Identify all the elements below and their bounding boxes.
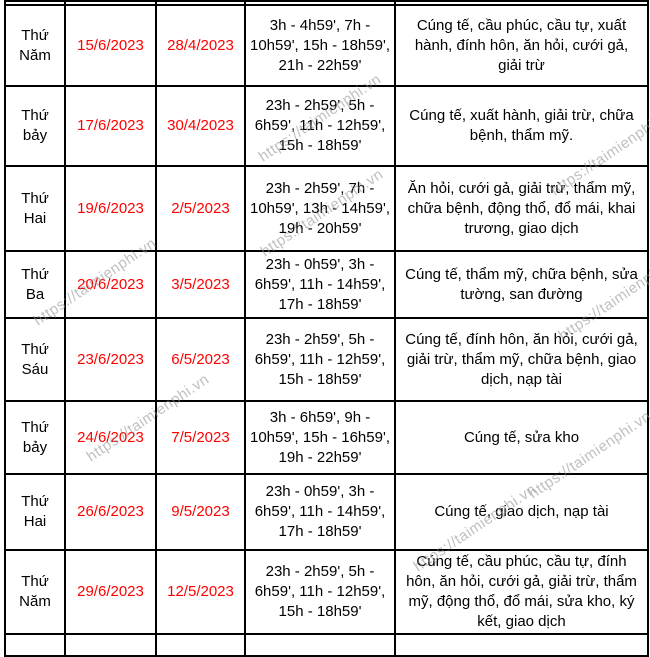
day-cell: Thứ Hai <box>4 165 66 252</box>
table-row: Thứ Ba 20/6/2023 3/5/2023 23h - 0h59', 3h -… <box>4 250 649 319</box>
empty-cell <box>64 633 157 657</box>
solar-date-cell: 29/6/2023 <box>64 549 157 635</box>
day-cell: Thứ Ba <box>4 250 66 319</box>
day-cell: Thứ Sáu <box>4 317 66 402</box>
lunar-date-cell: 28/4/2023 <box>155 4 246 87</box>
hours-cell: 23h - 2h59', 5h - 6h59', 11h - 12h59', 1… <box>244 85 396 167</box>
lunar-date-cell: 7/5/2023 <box>155 400 246 475</box>
table-row: Thứ bảy 24/6/2023 7/5/2023 3h - 6h59', 9h -… <box>4 400 649 475</box>
table-row: Thứ Hai 19/6/2023 2/5/2023 23h - 2h59', 7h … <box>4 165 649 252</box>
activities-cell: Cúng tế, giao dịch, nạp tài <box>394 473 649 551</box>
activities-cell: Ăn hỏi, cưới gả, giải trừ, thẩm mỹ, chữa… <box>394 165 649 252</box>
solar-date-cell: 24/6/2023 <box>64 400 157 475</box>
table-row: Thứ Sáu 23/6/2023 6/5/2023 23h - 2h59', 5h … <box>4 317 649 402</box>
lunar-date-cell: 30/4/2023 <box>155 85 246 167</box>
empty-cell <box>64 0 157 6</box>
solar-date-cell: 26/6/2023 <box>64 473 157 551</box>
day-cell: Thứ bảy <box>4 400 66 475</box>
table-row: Thứ Hai 26/6/2023 9/5/2023 23h - 0h59', 3h … <box>4 473 649 551</box>
table-row: Thứ Năm 29/6/2023 12/5/2023 23h - 2h59', 5h… <box>4 549 649 635</box>
empty-cell <box>394 0 649 6</box>
hours-cell: 23h - 0h59', 3h - 6h59', 11h - 14h59', 1… <box>244 473 396 551</box>
partial-row-bottom <box>4 633 649 657</box>
solar-date-cell: 15/6/2023 <box>64 4 157 87</box>
lunar-date-cell: 6/5/2023 <box>155 317 246 402</box>
hours-cell: 23h - 2h59', 5h - 6h59', 11h - 12h59', 1… <box>244 549 396 635</box>
day-cell: Thứ Năm <box>4 4 66 87</box>
solar-date-cell: 23/6/2023 <box>64 317 157 402</box>
empty-cell <box>244 633 396 657</box>
day-cell: Thứ Hai <box>4 473 66 551</box>
empty-cell <box>155 0 246 6</box>
empty-cell <box>155 633 246 657</box>
solar-date-cell: 20/6/2023 <box>64 250 157 319</box>
table-row: Thứ bảy 17/6/2023 30/4/2023 23h - 2h59', 5h… <box>4 85 649 167</box>
empty-cell <box>394 633 649 657</box>
empty-cell <box>4 0 66 6</box>
hours-cell: 23h - 0h59', 3h - 6h59', 11h - 14h59', 1… <box>244 250 396 319</box>
activities-cell: Cúng tế, cầu phúc, cầu tự, đính hôn, ăn … <box>394 549 649 635</box>
hours-cell: 23h - 2h59', 5h - 6h59', 11h - 12h59', 1… <box>244 317 396 402</box>
activities-cell: Cúng tế, đính hôn, ăn hỏi, cưới gả, giải… <box>394 317 649 402</box>
partial-row-top <box>4 0 649 6</box>
empty-cell <box>244 0 396 6</box>
activities-cell: Cúng tế, xuất hành, giải trừ, chữa bệnh,… <box>394 85 649 167</box>
hours-cell: 23h - 2h59', 7h - 10h59', 13h - 14h59', … <box>244 165 396 252</box>
activities-cell: Cúng tế, cầu phúc, cầu tự, xuất hành, đí… <box>394 4 649 87</box>
lunar-date-cell: 12/5/2023 <box>155 549 246 635</box>
lucky-days-table: Thứ Năm 15/6/2023 28/4/2023 3h - 4h59', 7h … <box>4 0 649 657</box>
table-row: Thứ Năm 15/6/2023 28/4/2023 3h - 4h59', 7h … <box>4 4 649 87</box>
lunar-date-cell: 9/5/2023 <box>155 473 246 551</box>
day-cell: Thứ bảy <box>4 85 66 167</box>
day-cell: Thứ Năm <box>4 549 66 635</box>
solar-date-cell: 19/6/2023 <box>64 165 157 252</box>
activities-cell: Cúng tế, sửa kho <box>394 400 649 475</box>
lunar-date-cell: 3/5/2023 <box>155 250 246 319</box>
empty-cell <box>4 633 66 657</box>
hours-cell: 3h - 6h59', 9h - 10h59', 15h - 16h59', 1… <box>244 400 396 475</box>
solar-date-cell: 17/6/2023 <box>64 85 157 167</box>
activities-cell: Cúng tế, thẩm mỹ, chữa bệnh, sửa tường, … <box>394 250 649 319</box>
lunar-date-cell: 2/5/2023 <box>155 165 246 252</box>
hours-cell: 3h - 4h59', 7h - 10h59', 15h - 18h59', 2… <box>244 4 396 87</box>
table-body: Thứ Năm 15/6/2023 28/4/2023 3h - 4h59', 7h … <box>4 0 649 657</box>
